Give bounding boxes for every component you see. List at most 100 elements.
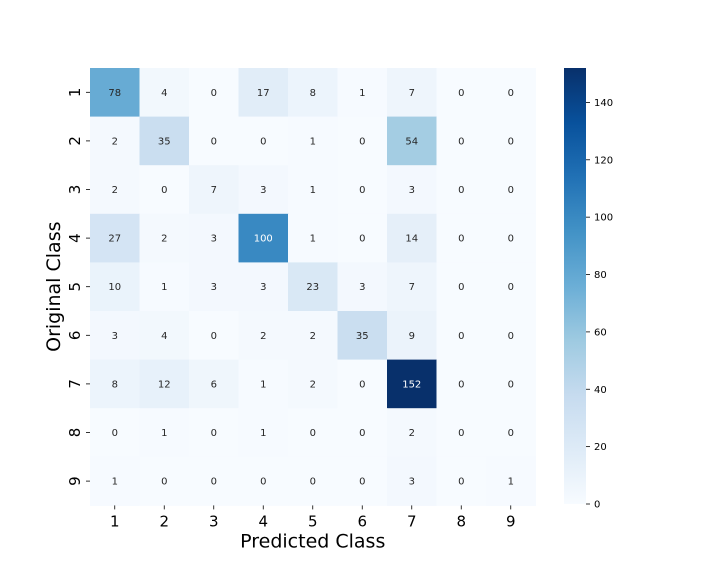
colorbar-tick-label: 40 [594, 385, 607, 396]
cell-value-label: 152 [402, 379, 421, 390]
x-tick-label: 4 [258, 512, 268, 530]
cell-value-label: 17 [257, 88, 270, 99]
heatmap-cell-r4-c3 [189, 213, 239, 263]
cell-value-label: 0 [508, 379, 514, 390]
cell-value-label: 0 [508, 136, 514, 147]
y-axis-ticks: 1 2 3 4 5 6 7 8 9 [66, 88, 90, 486]
cell-value-label: 14 [405, 234, 418, 245]
heatmap-cell-r9-c7 [387, 456, 437, 506]
cell-value-label: 0 [359, 234, 365, 245]
y-tick-label: 3 [66, 185, 84, 195]
cell-value-label: 0 [458, 379, 464, 390]
heatmap-cell-r2-c7 [387, 116, 437, 166]
cell-value-label: 35 [158, 136, 171, 147]
cell-value-label: 0 [260, 136, 266, 147]
colorbar-tick-label: 60 [594, 327, 607, 338]
cell-value-label: 0 [310, 477, 316, 488]
cell-value-label: 0 [508, 331, 514, 342]
cell-value-label: 0 [359, 185, 365, 196]
heatmap-cell-r4-c6 [337, 213, 388, 263]
heatmap-cell-r4-c8 [436, 213, 487, 263]
cell-value-label: 0 [458, 136, 464, 147]
heatmap-cell-r9-c3 [189, 456, 239, 506]
cell-value-label: 0 [508, 428, 514, 439]
heatmap-cell-r1-c4 [238, 68, 289, 118]
cell-value-label: 2 [112, 185, 118, 196]
heatmap-cell-r9-c9 [486, 456, 536, 506]
heatmap-cell-labels: 78 4 0 17 8 1 7 0 02 35 0 0 1 0 54 0 02 0 7 3 1 0 3 0 027 2 3 100 1 0… [108, 88, 514, 488]
heatmap-cell-r8-c5 [288, 408, 338, 458]
heatmap-cell-r7-c6 [337, 359, 388, 409]
cell-value-label: 1 [260, 428, 266, 439]
cell-value-label: 3 [211, 282, 217, 293]
cell-value-label: 35 [356, 331, 369, 342]
heatmap-cell-r2-c6 [337, 116, 388, 166]
cell-value-label: 0 [458, 331, 464, 342]
cell-value-label: 2 [161, 234, 167, 245]
heatmap-cell-r8-c6 [337, 408, 388, 458]
cell-value-label: 0 [458, 88, 464, 99]
y-tick-label: 9 [66, 476, 84, 486]
x-tick-label: 2 [159, 512, 169, 530]
colorbar-ticks: 0 20 40 60 80 100 120 140 [586, 98, 613, 511]
cell-value-label: 0 [458, 282, 464, 293]
heatmap-cell-r2-c3 [189, 116, 239, 166]
heatmap-cell-r1-c8 [436, 68, 487, 118]
y-tick-label: 7 [66, 379, 84, 389]
cell-value-label: 10 [108, 282, 121, 293]
heatmap-cell-r9-c4 [238, 456, 289, 506]
x-tick-label: 7 [407, 512, 417, 530]
cell-value-label: 3 [112, 331, 118, 342]
heatmap-cell-r7-c1 [90, 359, 140, 409]
cell-value-label: 3 [409, 185, 415, 196]
cell-value-label: 1 [260, 379, 266, 390]
heatmap-cell-r6-c2 [139, 311, 190, 361]
heatmap-cell-r3-c1 [90, 165, 140, 215]
cell-value-label: 8 [310, 88, 316, 99]
cell-value-label: 0 [508, 88, 514, 99]
cell-value-label: 78 [108, 88, 121, 99]
heatmap-cell-r8-c8 [436, 408, 487, 458]
cell-value-label: 7 [409, 282, 415, 293]
heatmap-cell-r6-c9 [486, 311, 536, 361]
cell-value-label: 23 [306, 282, 319, 293]
cell-value-label: 0 [211, 477, 217, 488]
cell-value-label: 0 [211, 428, 217, 439]
cell-value-label: 1 [112, 477, 118, 488]
heatmap-cell-r4-c5 [288, 213, 338, 263]
heatmap-cell-r8-c2 [139, 408, 190, 458]
x-tick-label: 5 [308, 512, 318, 530]
cell-value-label: 0 [211, 331, 217, 342]
heatmap-cell-r3-c7 [387, 165, 437, 215]
heatmap-cell-r7-c2 [139, 359, 190, 409]
colorbar-tick-label: 140 [594, 98, 613, 109]
heatmap-cell-r2-c8 [436, 116, 487, 166]
heatmap-cell-r6-c6 [337, 311, 388, 361]
heatmap-cell-r9-c5 [288, 456, 338, 506]
heatmap-cell-r9-c8 [436, 456, 487, 506]
heatmap-cell-r5-c7 [387, 262, 437, 312]
y-tick-label: 5 [66, 282, 84, 292]
heatmap-cell-r5-c3 [189, 262, 239, 312]
heatmap-cell-r7-c9 [486, 359, 536, 409]
cell-value-label: 0 [211, 88, 217, 99]
heatmap-cell-r4-c7 [387, 213, 437, 263]
heatmap-cell-r3-c5 [288, 165, 338, 215]
cell-value-label: 6 [211, 379, 217, 390]
y-tick-label: 1 [66, 88, 84, 98]
y-tick-label: 8 [66, 428, 84, 438]
heatmap-cell-r6-c5 [288, 311, 338, 361]
heatmap-cell-r6-c4 [238, 311, 289, 361]
heatmap-cell-r8-c7 [387, 408, 437, 458]
cell-value-label: 8 [112, 379, 118, 390]
heatmap-cell-r5-c9 [486, 262, 536, 312]
heatmap-cells [90, 68, 536, 506]
heatmap-cell-r8-c4 [238, 408, 289, 458]
heatmap-cell-r1-c2 [139, 68, 190, 118]
cell-value-label: 1 [359, 88, 365, 99]
cell-value-label: 0 [359, 136, 365, 147]
x-tick-label: 9 [506, 512, 516, 530]
heatmap-cell-r3-c2 [139, 165, 190, 215]
heatmap-cell-r5-c1 [90, 262, 140, 312]
heatmap-cell-r2-c5 [288, 116, 338, 166]
